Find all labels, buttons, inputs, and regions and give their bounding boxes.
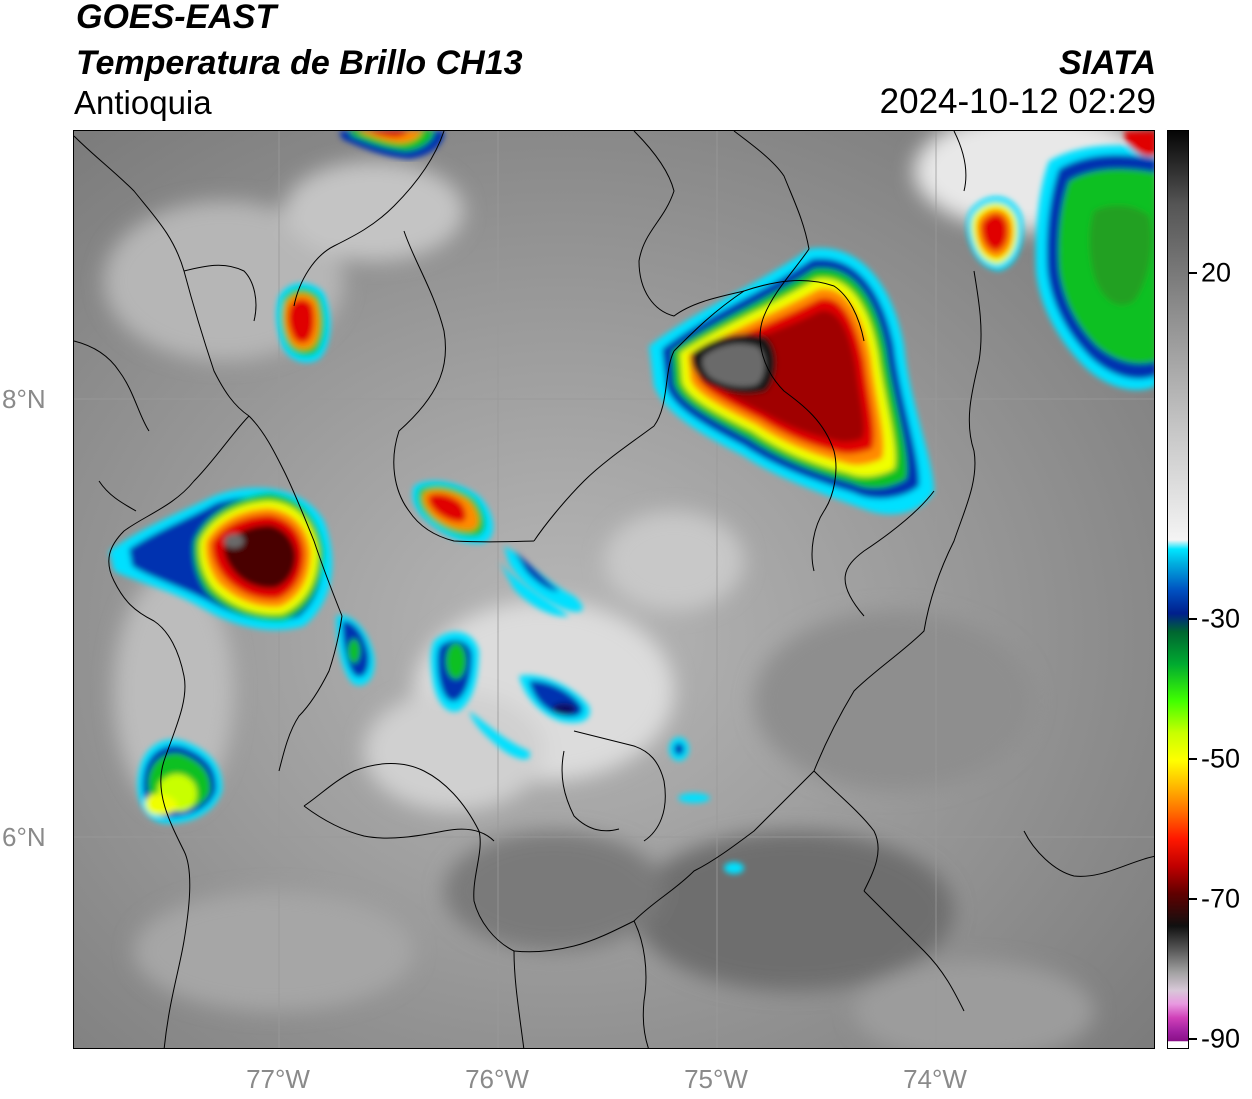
colorbar-tick: [1189, 618, 1197, 620]
title-product: Temperatura de Brillo CH13: [76, 44, 523, 82]
lon-label-75W: 75°W: [684, 1064, 748, 1094]
agency-name: SIATA: [1059, 44, 1156, 82]
colorbar-label: -90: [1201, 1023, 1241, 1054]
map-canvas: [74, 131, 1154, 1048]
storm-cell-top-edge: [339, 131, 445, 159]
lon-label-77W: 77°W: [246, 1064, 310, 1094]
storm-cell-north-east: [649, 248, 934, 515]
colorbar-label: -50: [1201, 743, 1241, 774]
lat-label-8N: 8°N: [2, 384, 46, 414]
satellite-map[interactable]: [73, 130, 1155, 1049]
storm-cell-west: [109, 488, 333, 630]
colorbar-gradient: [1168, 131, 1188, 1048]
colorbar-tick: [1189, 1038, 1197, 1040]
colorbar: [1167, 130, 1189, 1049]
storm-cell-central: [412, 480, 583, 612]
lat-label-6N: 6°N: [2, 822, 46, 852]
lon-label-76W: 76°W: [465, 1064, 529, 1094]
storm-cell-south-west: [137, 739, 223, 824]
colorbar-label: 20: [1201, 257, 1232, 288]
datetime-stamp: 2024-10-12 02:29: [879, 82, 1156, 121]
graticule: [74, 131, 1154, 1048]
colorbar-tick: [1189, 272, 1197, 274]
storm-cells-mid: [336, 561, 744, 874]
region-name: Antioquia: [74, 84, 212, 121]
colorbar-tick: [1189, 898, 1197, 900]
colorbar-tick: [1189, 758, 1197, 760]
storm-cell-north-west: [276, 282, 331, 363]
colorbar-label: -70: [1201, 883, 1241, 914]
title-satellite: GOES-EAST: [76, 0, 277, 36]
political-boundaries: [74, 131, 1154, 1048]
colorbar-label: -30: [1201, 603, 1241, 634]
lon-label-74W: 74°W: [903, 1064, 967, 1094]
storm-cell-north-east-corner: [966, 131, 1154, 390]
